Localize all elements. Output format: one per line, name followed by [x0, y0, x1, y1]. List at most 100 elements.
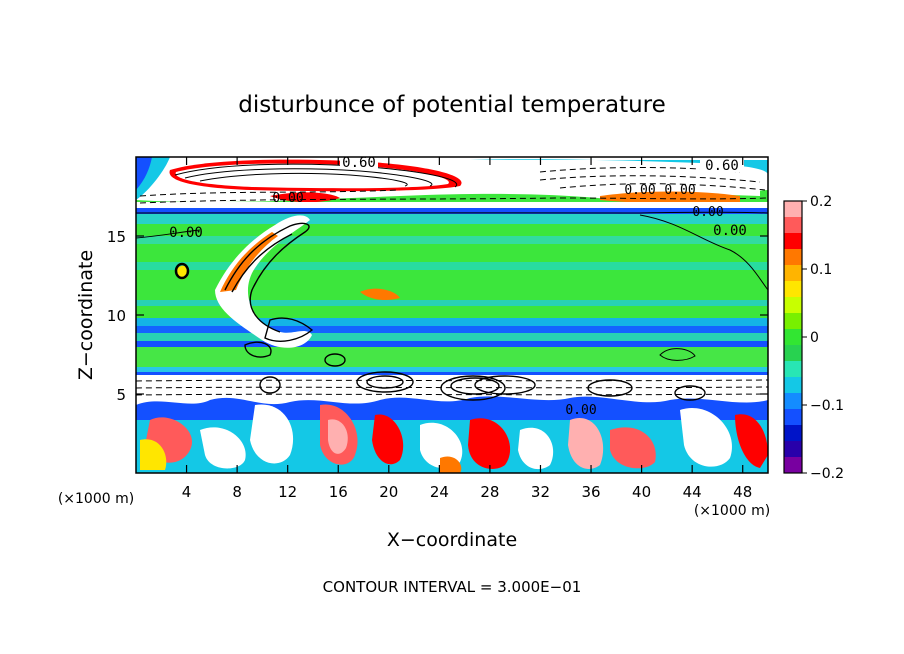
x-axis-title: X−coordinate	[387, 529, 517, 551]
plume-contour-3	[264, 317, 314, 342]
contour-label-0: 0.60	[342, 155, 376, 171]
cluster-1	[440, 375, 506, 401]
contour-upper-dash-1	[539, 167, 741, 173]
contour-lines	[136, 163, 768, 396]
x-tick-label: 36	[581, 483, 600, 501]
upper-white-strip	[136, 202, 768, 208]
contour-lower-dash-2	[136, 386, 768, 389]
plume-contour-4	[244, 341, 272, 358]
band-cyan-1	[136, 214, 768, 224]
contour-upper-3	[199, 172, 408, 187]
x-axis: 4 8 12 16 20 24 28 32 36 40 44 48	[182, 157, 752, 501]
band-blue-2	[136, 341, 768, 347]
x-tick-label: 20	[379, 483, 398, 501]
y-tick-label: 5	[116, 386, 126, 404]
colorbar-tick-label: −0.1	[810, 398, 844, 414]
contour-upper-dash-4	[139, 189, 401, 197]
x-tick-label: 4	[182, 483, 192, 501]
colorbar-swatch	[784, 201, 802, 218]
plume-orange	[220, 232, 278, 292]
colorbar-swatch	[784, 265, 802, 282]
colorbar-swatch	[784, 457, 802, 474]
chart-title: disturbunce of potential temperature	[238, 92, 666, 118]
x-tick-label: 44	[683, 483, 702, 501]
contour-label-bg-1	[700, 158, 744, 172]
upper-orange-right	[600, 191, 740, 204]
lower-blue-front	[136, 396, 768, 420]
contour-lower-dash-1	[136, 379, 768, 382]
band-tropopause-blue	[136, 208, 768, 214]
band-blue-1	[136, 326, 768, 333]
cluster-3	[474, 375, 536, 395]
cluster-2	[356, 371, 414, 393]
blob-white-3	[420, 422, 463, 469]
blob-pink-2	[328, 419, 348, 454]
band-blue-3	[136, 372, 768, 375]
contour-clusters	[174, 222, 706, 401]
x-tick-label: 8	[232, 483, 242, 501]
blob-white-4	[518, 427, 554, 470]
colorbar-swatch	[784, 425, 802, 442]
cluster-6	[324, 353, 346, 367]
contour-label-bg-0	[340, 157, 378, 169]
x-tick-label: 32	[531, 483, 550, 501]
contour-label-5: 0.00	[169, 225, 203, 241]
colorbar-tick-label: −0.2	[810, 466, 844, 482]
colorbar-tick-label: 0	[810, 330, 819, 346]
cluster-4	[587, 379, 633, 397]
colorbar-swatch	[784, 233, 802, 250]
contour-interval-note: CONTOUR INTERVAL = 3.000E−01	[323, 578, 582, 596]
colorbar-swatch	[784, 345, 802, 362]
plume-contour-2	[231, 233, 293, 293]
cluster-2b	[366, 375, 404, 389]
x-tick-label: 16	[329, 483, 348, 501]
contour-label-group: 0.60 0.60 0.00 0.00 0.00 0.00 0.00 0.00 …	[169, 155, 747, 418]
contour-label-8: 0.00	[664, 183, 695, 198]
upper-white-lobe	[175, 163, 449, 189]
x-unit-left: (×1000 m)	[58, 491, 134, 507]
blob-red-3	[372, 414, 404, 465]
colorbar-swatch	[784, 393, 802, 410]
colorbar-swatch	[784, 409, 802, 426]
contour-left-zero	[136, 229, 201, 239]
blob-orange-1	[440, 456, 462, 473]
blob-red-4	[468, 418, 511, 469]
band-cyan-5	[136, 318, 768, 326]
contour-label-7: 0.00	[565, 403, 596, 418]
colorbar-tick-label: 0.1	[810, 262, 832, 278]
band-cyan-2	[136, 236, 768, 244]
colorbar-tick-label: 0.2	[810, 194, 832, 210]
blob-yellow-1	[140, 439, 167, 470]
cluster-7	[259, 376, 281, 394]
colorbar-swatch	[784, 377, 802, 394]
contour-right-zero	[639, 214, 768, 291]
plume-white	[215, 215, 312, 348]
colorbar-swatch	[784, 329, 802, 346]
x-tick-label: 28	[480, 483, 499, 501]
contour-label-3: 0.00	[624, 183, 655, 198]
y-axis: 5 10 15	[107, 228, 768, 404]
contour-upper-2	[184, 168, 433, 187]
blob-red-6	[610, 427, 656, 469]
plume-contour-1	[224, 222, 310, 333]
contour-label-4: 0.00	[692, 205, 723, 220]
blob-pink-5	[568, 418, 604, 469]
blob-white-2	[250, 404, 294, 464]
colorbar-swatch	[784, 441, 802, 458]
cluster-1b	[450, 377, 500, 395]
contour-label-2: 0.00	[272, 191, 303, 206]
mid-orange-spot	[360, 288, 400, 300]
band-green-lower	[136, 347, 768, 367]
x-tick-label: 40	[632, 483, 651, 501]
contour-small-loop	[659, 348, 696, 361]
colorbar-swatch	[784, 217, 802, 234]
x-unit-right: (×1000 m)	[694, 503, 770, 519]
x-tick-label: 24	[430, 483, 449, 501]
y-axis-title: Z−coordinate	[75, 250, 97, 380]
cluster-5	[674, 385, 706, 401]
contour-label-1: 0.60	[705, 158, 739, 174]
y-tick-label: 10	[107, 307, 126, 325]
colorbar-swatch	[784, 249, 802, 266]
blob-red-8	[735, 414, 768, 468]
